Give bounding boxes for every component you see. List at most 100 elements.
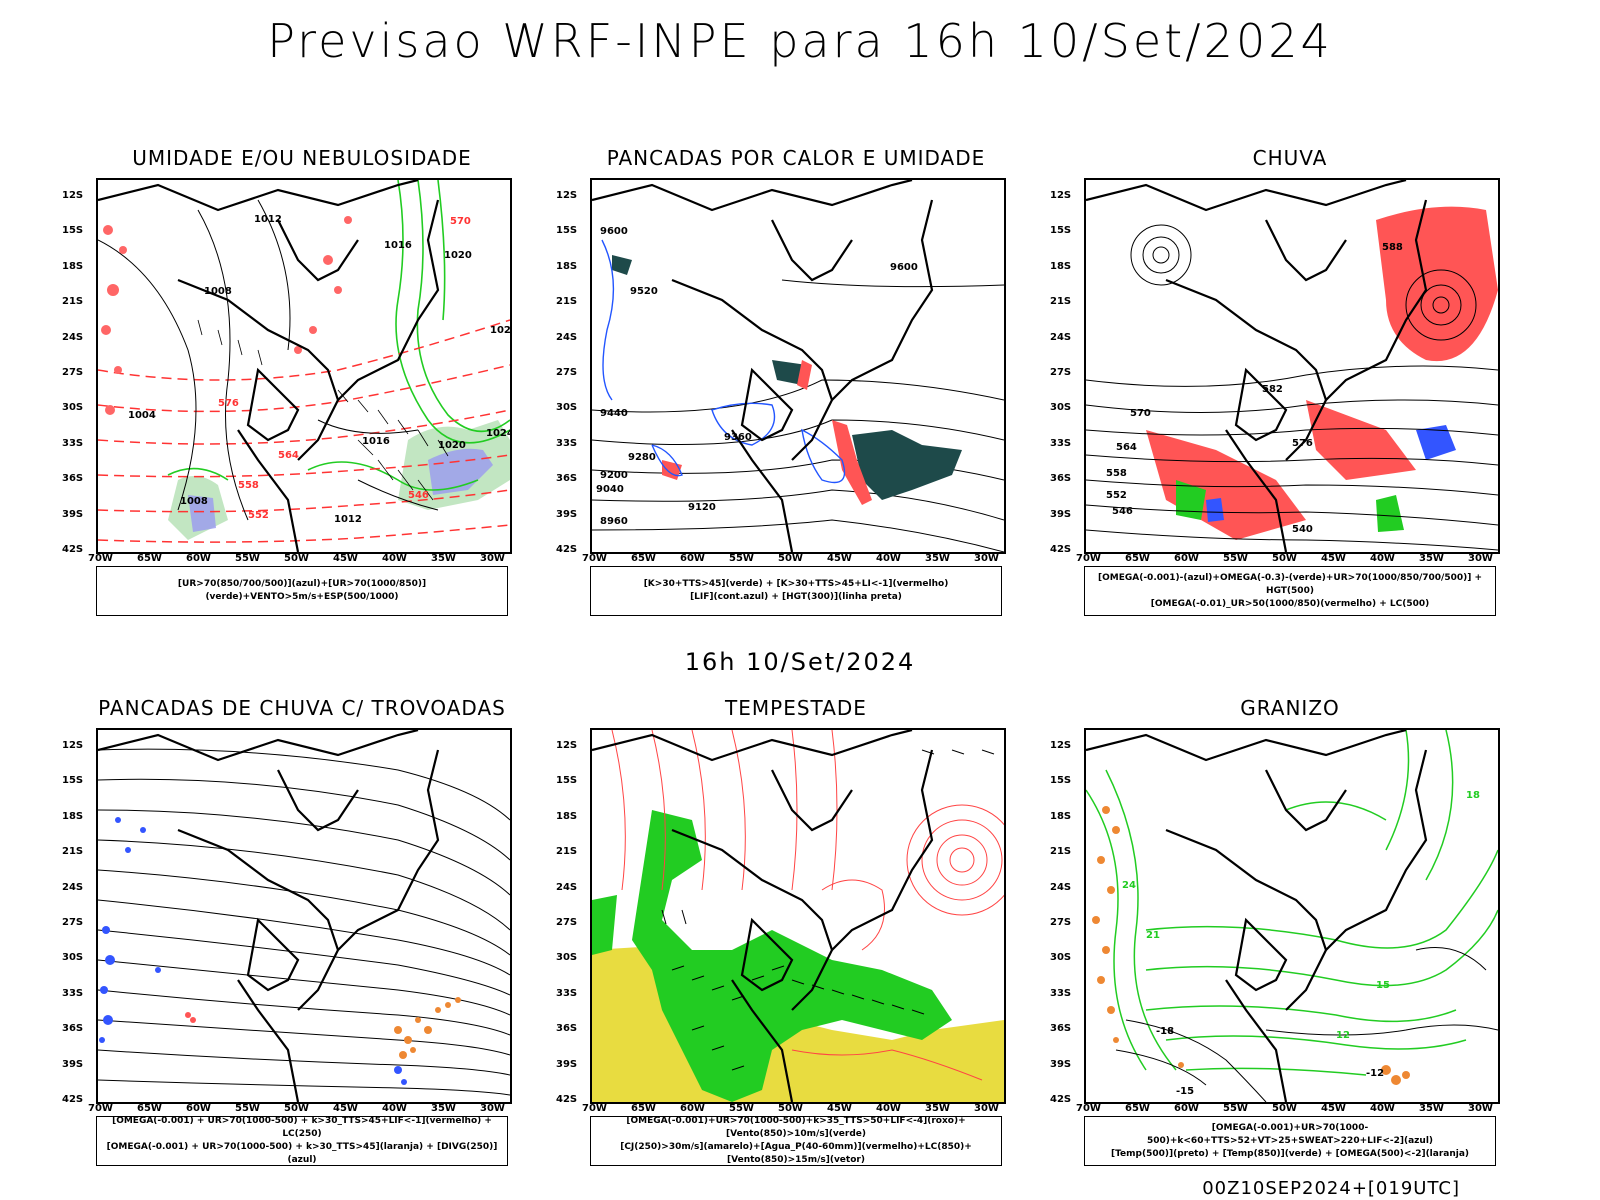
contour-label: 1020 [438, 440, 466, 451]
map-chuva: 588 582 576 570 564 558 552 546 540 [1084, 178, 1500, 554]
lon-tick-label: 65W [137, 1103, 162, 1114]
contour-label: 9200 [600, 470, 628, 481]
lat-tick-label: 39S [1050, 508, 1072, 520]
lon-tick-label: 60W [680, 553, 705, 564]
lat-tick-label: 18S [62, 810, 84, 822]
lat-tick-label: 21S [62, 296, 84, 308]
contour-label: 18 [1466, 790, 1480, 801]
lon-tick-label: 30W [1468, 553, 1493, 564]
lon-tick-label: 55W [235, 553, 260, 564]
lon-tick-label: 65W [137, 553, 162, 564]
lat-tick-label: 27S [556, 367, 578, 378]
map-chuva-svg [1086, 180, 1498, 552]
lat-tick-label: 18S [62, 260, 84, 272]
pancadas-red-area [662, 360, 872, 505]
contour-label: 24 [1122, 880, 1136, 891]
thickness-label: 552 [248, 510, 269, 521]
thickness-label: 558 [238, 480, 259, 491]
lat-tick-label: 18S [1050, 260, 1072, 272]
orange-convection [394, 997, 461, 1059]
legend-granizo: [OMEGA(-0.001)+UR>70(1000-500)+k<60+TTS>… [1084, 1116, 1496, 1166]
footer-timestamp: 00Z10SEP2024+[019UTC] [1202, 1178, 1460, 1199]
lat-tick-label: 12S [556, 190, 578, 201]
hgt300-contours [592, 279, 1004, 552]
lat-tick-label: 12S [62, 190, 84, 201]
contour-label: 9120 [688, 502, 716, 513]
lat-tick-label: 12S [1050, 740, 1072, 751]
map-pancadas-calor: 9600 9520 9440 9360 9280 9200 9120 9040 … [590, 178, 1006, 554]
legend-line: [OMEGA(-0.001)-(azul)+OMEGA(-0.3)-(verde… [1097, 572, 1483, 596]
legend-chuva: [OMEGA(-0.001)-(azul)+OMEGA(-0.3)-(verde… [1084, 566, 1496, 616]
lat-tick-label: 33S [62, 987, 84, 999]
lat-tick-label: 21S [62, 846, 84, 858]
lat-tick-label: 27S [62, 917, 84, 928]
lon-tick-label: 30W [480, 1103, 505, 1114]
lat-tick-label: 39S [556, 508, 578, 520]
lon-tick-label: 55W [1223, 1103, 1248, 1114]
temp500-black-contours [1115, 947, 1498, 1102]
lat-tick-label: 42S [1050, 1094, 1072, 1105]
contour-label: 1008 [204, 286, 232, 297]
lat-tick-label: 27S [1050, 367, 1072, 378]
red-dashed-thickness [98, 319, 510, 543]
thickness-label: 546 [408, 490, 429, 501]
lat-tick-label: 42S [62, 1094, 84, 1105]
legend-line: [Temp(500)](preto) + [Temp(850)](verde) … [1110, 1148, 1470, 1159]
lon-tick-label: 70W [582, 1103, 607, 1114]
map-tempestade-svg [592, 730, 1004, 1102]
lon-tick-label: 30W [480, 553, 505, 564]
divergence-blue [99, 817, 407, 1085]
lat-tick-label: 27S [62, 367, 84, 378]
contour-label: 1012 [254, 214, 282, 225]
country-borders [592, 180, 934, 552]
contour-label: 1016 [362, 436, 390, 447]
lon-tick-label: 55W [1223, 553, 1248, 564]
lon-tick-label: 60W [186, 553, 211, 564]
lon-tick-label: 50W [1272, 553, 1297, 564]
lon-tick-label: 40W [1370, 1103, 1395, 1114]
country-borders [592, 730, 934, 1102]
lon-tick-label: 65W [1125, 553, 1150, 564]
legend-line: [OMEGA(-0.001) + UR>70(1000-500) + k>30_… [106, 1142, 498, 1165]
red-convection [185, 1012, 196, 1023]
legend-line: [CJ(250)>30m/s](amarelo)+[Agua_P(40-60mm… [620, 1142, 972, 1165]
lc850-red-streamlines [611, 730, 1004, 1081]
lat-tick-label: 15S [1050, 775, 1072, 787]
lat-tick-label: 36S [556, 473, 578, 485]
lon-tick-label: 35W [1419, 1103, 1444, 1114]
contour-label: 1016 [384, 240, 412, 251]
contour-label: 9280 [628, 452, 656, 463]
lif-blue-contours [601, 239, 846, 484]
contour-label: 15 [1376, 980, 1390, 991]
lon-tick-label: 45W [333, 1103, 358, 1114]
lon-tick-label: 50W [778, 553, 803, 564]
lat-tick-label: 33S [1050, 987, 1072, 999]
lat-tick-label: 36S [62, 473, 84, 485]
lon-tick-label: 60W [186, 1103, 211, 1114]
lat-tick-label: 33S [556, 437, 578, 449]
legend-line: [UR>70(850/700/500)](azul)+[UR>70(1000/8… [177, 579, 427, 602]
map-granizo-svg [1086, 730, 1498, 1102]
rain-green-area [1176, 480, 1404, 532]
lat-tick-label: 12S [1050, 190, 1072, 201]
contour-label: 9600 [890, 262, 918, 273]
lon-tick-label: 30W [974, 1103, 999, 1114]
main-title: Previsao WRF-INPE para 16h 10/Set/2024 [267, 14, 1333, 68]
lat-tick-label: 30S [1050, 952, 1072, 964]
legend-line: [LIF](cont.azul) + [HGT(300)](linha pret… [690, 592, 902, 602]
lat-tick-label: 24S [556, 331, 578, 343]
contour-label: -18 [1156, 1026, 1175, 1037]
lon-tick-label: 55W [729, 1103, 754, 1114]
contour-label: 9600 [600, 226, 628, 237]
contour-label: 1008 [180, 496, 208, 507]
lon-tick-label: 50W [1272, 1103, 1297, 1114]
lat-tick-label: 33S [62, 437, 84, 449]
omega-orange [1092, 806, 1410, 1085]
lon-tick-label: 40W [382, 553, 407, 564]
map-tempestade [590, 728, 1006, 1104]
panel-title-umidade: UMIDADE E/OU NEBULOSIDADE [132, 146, 472, 170]
contour-label: 1004 [128, 410, 156, 421]
lon-tick-label: 50W [778, 1103, 803, 1114]
lon-tick-label: 30W [974, 553, 999, 564]
contour-label: -15 [1176, 1086, 1195, 1097]
